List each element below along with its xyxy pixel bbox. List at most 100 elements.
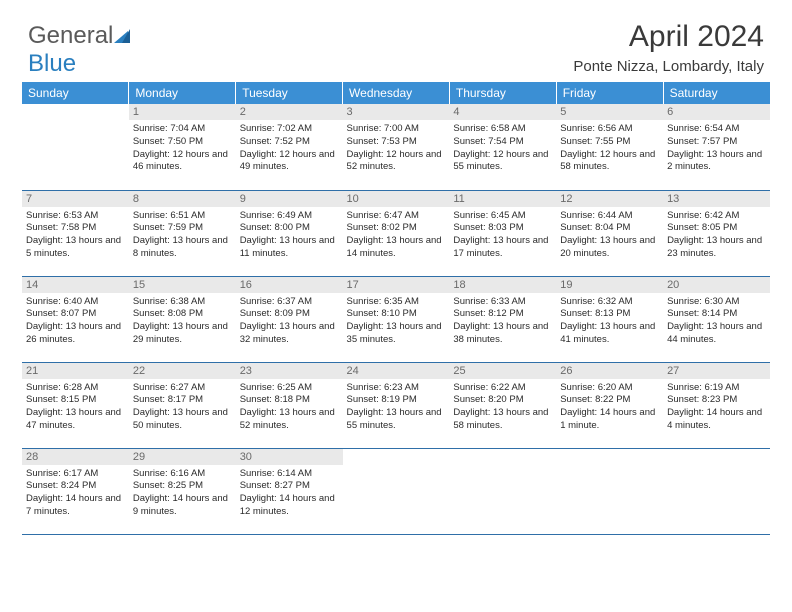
header: April 2024 Ponte Nizza, Lombardy, Italy: [573, 20, 764, 75]
day-number: 20: [663, 277, 770, 293]
calendar-cell: 24Sunrise: 6:23 AMSunset: 8:19 PMDayligh…: [343, 362, 450, 448]
day-details: Sunrise: 6:27 AMSunset: 8:17 PMDaylight:…: [129, 379, 236, 435]
day-details: Sunrise: 6:47 AMSunset: 8:02 PMDaylight:…: [343, 207, 450, 263]
day-details: Sunrise: 7:02 AMSunset: 7:52 PMDaylight:…: [236, 120, 343, 176]
calendar-cell: 13Sunrise: 6:42 AMSunset: 8:05 PMDayligh…: [663, 190, 770, 276]
calendar-cell: [22, 104, 129, 190]
day-number: 7: [22, 191, 129, 207]
day-details: Sunrise: 6:51 AMSunset: 7:59 PMDaylight:…: [129, 207, 236, 263]
day-number: 23: [236, 363, 343, 379]
day-details: Sunrise: 6:28 AMSunset: 8:15 PMDaylight:…: [22, 379, 129, 435]
weekday-header: Wednesday: [343, 82, 450, 104]
day-number: 3: [343, 104, 450, 120]
day-details: Sunrise: 6:37 AMSunset: 8:09 PMDaylight:…: [236, 293, 343, 349]
logo-text-2: Blue: [28, 50, 76, 77]
day-details: Sunrise: 6:25 AMSunset: 8:18 PMDaylight:…: [236, 379, 343, 435]
day-number: 14: [22, 277, 129, 293]
calendar-cell: 28Sunrise: 6:17 AMSunset: 8:24 PMDayligh…: [22, 448, 129, 534]
day-number: 27: [663, 363, 770, 379]
calendar-cell: 14Sunrise: 6:40 AMSunset: 8:07 PMDayligh…: [22, 276, 129, 362]
calendar-cell: 4Sunrise: 6:58 AMSunset: 7:54 PMDaylight…: [449, 104, 556, 190]
day-number: 16: [236, 277, 343, 293]
day-details: Sunrise: 6:44 AMSunset: 8:04 PMDaylight:…: [556, 207, 663, 263]
day-number: 25: [449, 363, 556, 379]
day-details: Sunrise: 6:35 AMSunset: 8:10 PMDaylight:…: [343, 293, 450, 349]
day-number: 26: [556, 363, 663, 379]
day-details: Sunrise: 6:33 AMSunset: 8:12 PMDaylight:…: [449, 293, 556, 349]
calendar-cell: 17Sunrise: 6:35 AMSunset: 8:10 PMDayligh…: [343, 276, 450, 362]
calendar-table: SundayMondayTuesdayWednesdayThursdayFrid…: [22, 82, 770, 535]
day-details: Sunrise: 6:54 AMSunset: 7:57 PMDaylight:…: [663, 120, 770, 176]
calendar-cell: 11Sunrise: 6:45 AMSunset: 8:03 PMDayligh…: [449, 190, 556, 276]
day-details: Sunrise: 6:32 AMSunset: 8:13 PMDaylight:…: [556, 293, 663, 349]
weekday-header: Friday: [556, 82, 663, 104]
day-number: 29: [129, 449, 236, 465]
day-number: 24: [343, 363, 450, 379]
calendar-cell: 26Sunrise: 6:20 AMSunset: 8:22 PMDayligh…: [556, 362, 663, 448]
calendar-row: 1Sunrise: 7:04 AMSunset: 7:50 PMDaylight…: [22, 104, 770, 190]
calendar-cell: 7Sunrise: 6:53 AMSunset: 7:58 PMDaylight…: [22, 190, 129, 276]
weekday-header: Thursday: [449, 82, 556, 104]
day-details: Sunrise: 6:22 AMSunset: 8:20 PMDaylight:…: [449, 379, 556, 435]
weekday-header: Monday: [129, 82, 236, 104]
calendar-cell: 21Sunrise: 6:28 AMSunset: 8:15 PMDayligh…: [22, 362, 129, 448]
day-number: 28: [22, 449, 129, 465]
day-number: 22: [129, 363, 236, 379]
day-details: Sunrise: 6:38 AMSunset: 8:08 PMDaylight:…: [129, 293, 236, 349]
day-number: 12: [556, 191, 663, 207]
day-details: Sunrise: 6:14 AMSunset: 8:27 PMDaylight:…: [236, 465, 343, 521]
day-details: Sunrise: 6:53 AMSunset: 7:58 PMDaylight:…: [22, 207, 129, 263]
day-number: 17: [343, 277, 450, 293]
calendar-cell: 6Sunrise: 6:54 AMSunset: 7:57 PMDaylight…: [663, 104, 770, 190]
calendar-cell: 25Sunrise: 6:22 AMSunset: 8:20 PMDayligh…: [449, 362, 556, 448]
calendar-row: 28Sunrise: 6:17 AMSunset: 8:24 PMDayligh…: [22, 448, 770, 534]
day-details: Sunrise: 6:23 AMSunset: 8:19 PMDaylight:…: [343, 379, 450, 435]
calendar-cell: 27Sunrise: 6:19 AMSunset: 8:23 PMDayligh…: [663, 362, 770, 448]
day-number: 6: [663, 104, 770, 120]
calendar-cell: 16Sunrise: 6:37 AMSunset: 8:09 PMDayligh…: [236, 276, 343, 362]
calendar-cell: 12Sunrise: 6:44 AMSunset: 8:04 PMDayligh…: [556, 190, 663, 276]
day-number: 11: [449, 191, 556, 207]
day-details: Sunrise: 6:56 AMSunset: 7:55 PMDaylight:…: [556, 120, 663, 176]
calendar-cell: 22Sunrise: 6:27 AMSunset: 8:17 PMDayligh…: [129, 362, 236, 448]
day-number: 4: [449, 104, 556, 120]
calendar-cell: 8Sunrise: 6:51 AMSunset: 7:59 PMDaylight…: [129, 190, 236, 276]
day-number: 30: [236, 449, 343, 465]
day-number: 2: [236, 104, 343, 120]
day-details: Sunrise: 6:45 AMSunset: 8:03 PMDaylight:…: [449, 207, 556, 263]
day-number: 8: [129, 191, 236, 207]
calendar-cell: [663, 448, 770, 534]
calendar-cell: 23Sunrise: 6:25 AMSunset: 8:18 PMDayligh…: [236, 362, 343, 448]
calendar-cell: 5Sunrise: 6:56 AMSunset: 7:55 PMDaylight…: [556, 104, 663, 190]
logo: General Blue: [28, 22, 130, 78]
day-details: Sunrise: 6:58 AMSunset: 7:54 PMDaylight:…: [449, 120, 556, 176]
day-details: Sunrise: 6:20 AMSunset: 8:22 PMDaylight:…: [556, 379, 663, 435]
day-number: 10: [343, 191, 450, 207]
calendar-cell: 3Sunrise: 7:00 AMSunset: 7:53 PMDaylight…: [343, 104, 450, 190]
logo-triangle2-icon: [122, 29, 130, 43]
weekday-header: Tuesday: [236, 82, 343, 104]
day-details: Sunrise: 7:00 AMSunset: 7:53 PMDaylight:…: [343, 120, 450, 176]
logo-text-1: General: [28, 22, 113, 49]
calendar-cell: 20Sunrise: 6:30 AMSunset: 8:14 PMDayligh…: [663, 276, 770, 362]
calendar-cell: 30Sunrise: 6:14 AMSunset: 8:27 PMDayligh…: [236, 448, 343, 534]
calendar-cell: [556, 448, 663, 534]
day-number: 13: [663, 191, 770, 207]
day-details: Sunrise: 6:30 AMSunset: 8:14 PMDaylight:…: [663, 293, 770, 349]
calendar-cell: 19Sunrise: 6:32 AMSunset: 8:13 PMDayligh…: [556, 276, 663, 362]
day-number: 5: [556, 104, 663, 120]
day-details: Sunrise: 6:19 AMSunset: 8:23 PMDaylight:…: [663, 379, 770, 435]
calendar-row: 14Sunrise: 6:40 AMSunset: 8:07 PMDayligh…: [22, 276, 770, 362]
calendar-cell: 2Sunrise: 7:02 AMSunset: 7:52 PMDaylight…: [236, 104, 343, 190]
location-subtitle: Ponte Nizza, Lombardy, Italy: [573, 58, 764, 75]
day-number: 19: [556, 277, 663, 293]
day-number: 9: [236, 191, 343, 207]
day-details: Sunrise: 6:49 AMSunset: 8:00 PMDaylight:…: [236, 207, 343, 263]
day-details: Sunrise: 6:42 AMSunset: 8:05 PMDaylight:…: [663, 207, 770, 263]
calendar-cell: 18Sunrise: 6:33 AMSunset: 8:12 PMDayligh…: [449, 276, 556, 362]
day-number: 18: [449, 277, 556, 293]
calendar-cell: 10Sunrise: 6:47 AMSunset: 8:02 PMDayligh…: [343, 190, 450, 276]
calendar-row: 21Sunrise: 6:28 AMSunset: 8:15 PMDayligh…: [22, 362, 770, 448]
weekday-header: Sunday: [22, 82, 129, 104]
weekday-header-row: SundayMondayTuesdayWednesdayThursdayFrid…: [22, 82, 770, 104]
